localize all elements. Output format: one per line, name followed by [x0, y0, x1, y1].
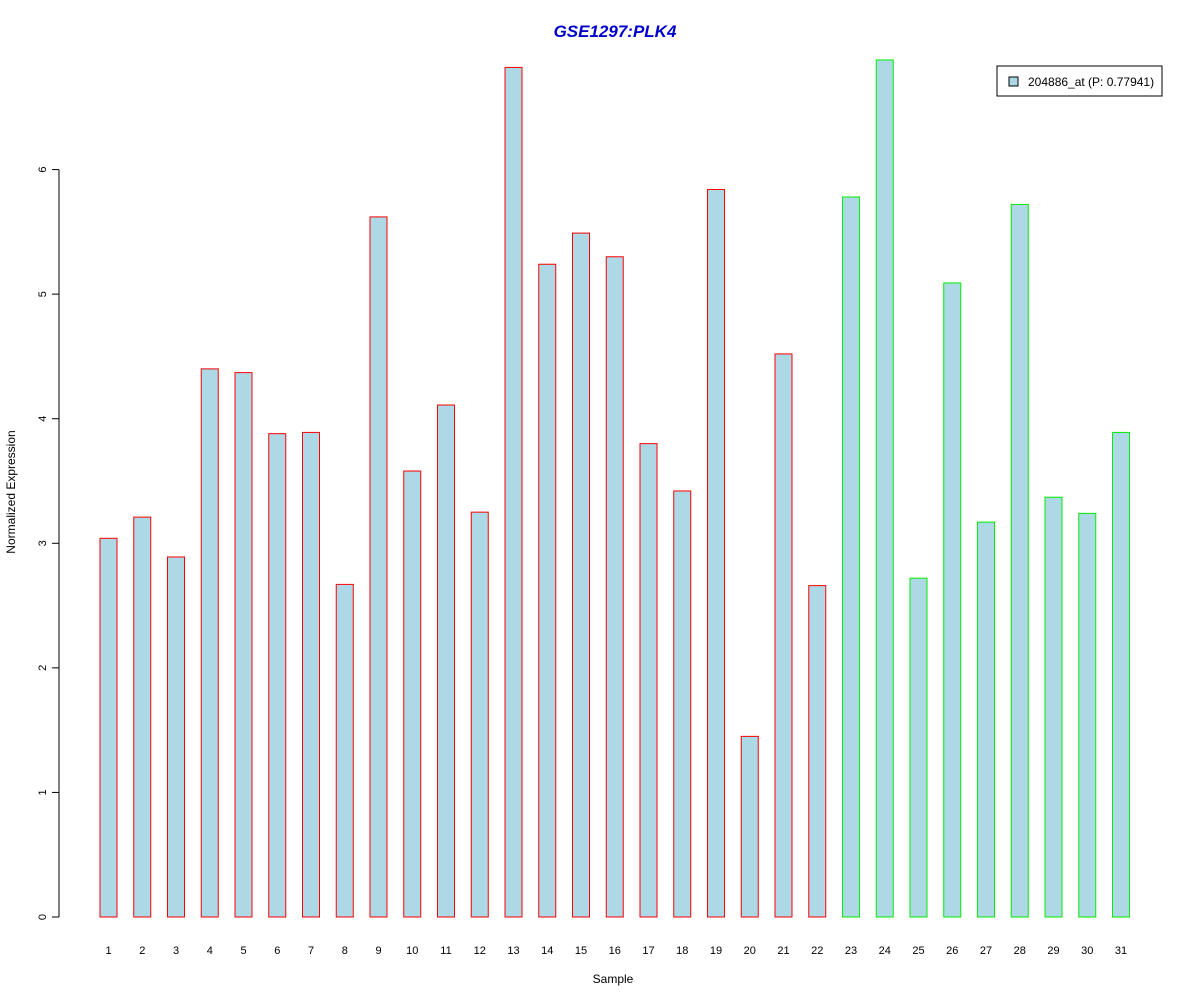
x-tick-label: 11 — [440, 945, 451, 957]
y-tick-label: 5 — [37, 291, 49, 297]
bar-sample-16 — [605, 256, 624, 918]
x-tick-label: 1 — [105, 945, 111, 957]
bar-sample-25 — [909, 577, 928, 918]
bar-sample-13 — [504, 66, 523, 918]
chart-title: GSE1297:PLK4 — [554, 22, 677, 41]
bar-sample-1 — [99, 537, 118, 918]
bar-sample-9 — [369, 216, 388, 918]
x-tick-label: 24 — [879, 945, 891, 957]
y-tick-label: 3 — [37, 540, 49, 546]
x-tick-label: 20 — [744, 945, 756, 957]
bars-group — [99, 59, 1130, 918]
bar-sample-31 — [1112, 431, 1130, 918]
x-tick-label: 6 — [274, 945, 280, 957]
x-tick-label: 29 — [1047, 945, 1059, 957]
y-axis-label: Normalized Expression — [4, 430, 18, 553]
bar-sample-23 — [842, 196, 860, 918]
bar-sample-26 — [943, 282, 962, 918]
y-tick-label: 1 — [37, 789, 49, 795]
bar-sample-27 — [977, 521, 995, 918]
bar-sample-28 — [1010, 203, 1029, 918]
bar-sample-10 — [403, 470, 422, 918]
bar-sample-20 — [740, 735, 759, 918]
bar-sample-15 — [572, 232, 590, 918]
bar-sample-30 — [1078, 512, 1097, 918]
x-tick-label: 4 — [207, 945, 213, 957]
x-axis-label: Sample — [593, 972, 634, 986]
x-tick-label: 21 — [777, 945, 789, 957]
x-tick-label: 16 — [609, 945, 621, 957]
bar-sample-2 — [133, 516, 152, 918]
bar-sample-5 — [234, 372, 253, 918]
x-tick-label: 13 — [507, 945, 519, 957]
x-tick-label: 28 — [1014, 945, 1026, 957]
bar-sample-6 — [268, 433, 287, 918]
x-tick-label: 14 — [541, 945, 553, 957]
bar-sample-24 — [875, 59, 894, 918]
bar-sample-8 — [335, 583, 354, 918]
x-tick-label: 26 — [946, 945, 958, 957]
bar-sample-11 — [437, 404, 455, 918]
x-tick-label: 10 — [406, 945, 418, 957]
x-tick-label: 2 — [139, 945, 145, 957]
bar-sample-3 — [167, 556, 185, 918]
x-tick-label: 31 — [1115, 945, 1127, 957]
bar-sample-22 — [808, 585, 827, 918]
x-tick-label: 27 — [980, 945, 992, 957]
bar-sample-21 — [774, 353, 793, 918]
x-tick-label: 25 — [912, 945, 924, 957]
x-tick-label: 9 — [375, 945, 381, 957]
x-tick-label: 22 — [811, 945, 823, 957]
x-tick-label: 18 — [676, 945, 688, 957]
legend-swatch — [1008, 76, 1019, 87]
y-tick-label: 2 — [37, 665, 49, 671]
x-tick-label: 30 — [1081, 945, 1093, 957]
x-tick-label: 7 — [308, 945, 314, 957]
x-tick-label: 8 — [342, 945, 348, 957]
bar-sample-14 — [538, 263, 557, 918]
bar-sample-7 — [302, 431, 320, 918]
y-tick-label: 6 — [37, 167, 49, 173]
legend: 204886_at (P: 0.77941) — [996, 65, 1163, 97]
x-tick-labels: 1 2 3 4 5 6 7 8 9 10 11 12 13 14 15 16 17 18 19 20 21 22 23 24 2… — [105, 945, 1127, 957]
x-tick-label: 17 — [642, 945, 654, 957]
x-tick-label: 15 — [575, 945, 587, 957]
bar-sample-18 — [673, 490, 692, 918]
bar-sample-12 — [470, 511, 489, 918]
legend-box — [996, 65, 1163, 97]
bar-sample-19 — [707, 189, 725, 918]
x-tick-label: 5 — [240, 945, 246, 957]
x-tick-label: 19 — [710, 945, 722, 957]
legend-label: 204886_at (P: 0.77941) — [1028, 75, 1154, 89]
y-tick-label: 0 — [37, 914, 49, 920]
bar-sample-4 — [200, 368, 219, 918]
x-tick-label: 3 — [173, 945, 179, 957]
y-axis: 0 1 2 3 4 5 6 — [37, 167, 60, 920]
y-tick-label: 4 — [37, 416, 49, 422]
x-tick-label: 23 — [845, 945, 857, 957]
bar-sample-29 — [1044, 496, 1063, 918]
bar-sample-17 — [639, 443, 658, 918]
x-tick-label: 12 — [474, 945, 486, 957]
